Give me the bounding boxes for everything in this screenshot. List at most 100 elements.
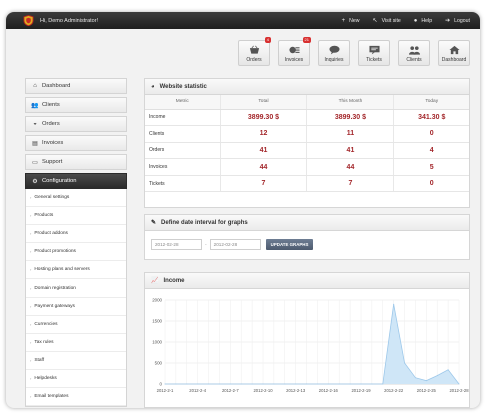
data-point [306,383,308,385]
column-header: Total [219,95,307,110]
data-point [197,383,199,385]
column-header: This Month [306,95,394,110]
arrow-right-icon: › [30,213,32,219]
metric-label: Invoices [145,158,220,176]
panel-header: 📈 Income [145,273,469,289]
quick-buttons: 4 Orders 21 Invoices Inquiries Tickets C… [238,37,470,66]
app-window: Hi, Demo Administrator! + New ↖ Visit site… [6,12,480,408]
top-links: + New ↖ Visit site ● Help ➔ Logout [342,12,470,29]
submenu-item-helpdesks[interactable]: › Helpdesks [26,370,126,389]
submenu-item-general-settings[interactable]: › General settings [26,189,126,208]
data-point [186,383,188,385]
submenu-item-domain-registration[interactable]: › Domain registration [26,279,126,298]
support-icon: ▭ [32,159,38,166]
submenu-item-tax-rules[interactable]: › Tax rules [26,334,126,352]
data-point [414,377,416,379]
metric-label: Tickets [145,175,220,193]
month-value: 41 [306,142,394,160]
data-point [338,383,340,385]
table-row: Income 3899.30 $ 3899.30 $ 341.30 $ [145,109,469,127]
logout-link[interactable]: ➔ Logout [445,18,470,24]
new-link[interactable]: + New [341,17,360,24]
y-tick-label: 1000 [152,340,162,345]
submenu-item-payment-gateways[interactable]: › Payment gateways [26,298,126,316]
invoices-badge: 21 [302,37,311,43]
logout-icon: ➔ [445,18,451,24]
sidebar-item-orders[interactable]: ◒ Orders [25,116,127,132]
date-separator: - [205,241,207,248]
logo-icon [23,15,34,26]
total-value: 12 [219,125,307,143]
line-chart-icon: 📈 [151,278,159,284]
pie-chart-icon: ◕ [151,83,155,90]
panel-title: Income [163,277,185,284]
submenu-item-hosting-plans[interactable]: › Hosting plans and servers [26,261,126,280]
table-row: Clients 12 11 0 [145,125,469,143]
arrow-right-icon: › [30,231,32,237]
metric-label: Orders [145,142,220,160]
wrench-icon: ✎ [151,220,157,226]
sidebar-item-configuration[interactable]: ⚙ Configuration [25,173,127,189]
data-point [218,383,220,385]
sidebar-item-clients[interactable]: 👥 Clients [25,97,127,113]
y-tick-label: 2000 [152,298,162,303]
total-value: 3899.30 $ [219,109,307,127]
data-point [360,383,362,385]
visit-site-link[interactable]: ↖ Visit site [372,18,401,24]
date-controls: 2012-02-28 - 2012-02-28 UPDATE GRAPHS [145,231,469,258]
x-tick-label: 2012-2-25 [417,388,437,393]
invoice-icon [288,46,300,54]
arrow-right-icon: › [30,357,32,363]
submenu-item-email-templates[interactable]: › Email templates [26,388,126,407]
arrow-right-icon: › [30,195,32,201]
sidebar-item-dashboard[interactable]: ⌂ Dashboard [25,78,127,94]
date-from-input[interactable]: 2012-02-28 [151,239,202,250]
inquiries-quick-button[interactable]: Inquiries [318,40,350,66]
submenu-item-product-promotions[interactable]: › Product promotions [26,243,126,262]
submenu-item-products[interactable]: › Products [26,207,126,226]
basket-icon: ◒ [33,121,37,127]
metric-label: Income [145,109,220,127]
users-icon [408,46,420,55]
help-link[interactable]: ● Help [413,17,433,24]
panel-header: ◕ Website statistic [145,79,469,95]
column-header: Today [393,95,469,110]
data-point [371,383,373,385]
submenu-item-staff[interactable]: › Staff [26,352,126,370]
x-tick-label: 2012-2-22 [384,388,404,393]
data-point [262,383,264,385]
dashboard-quick-button[interactable]: Dashboard [438,40,470,66]
today-value: 0 [393,125,469,143]
arrow-right-icon: › [30,321,32,327]
today-value: 0 [393,175,469,193]
sidebar-item-invoices[interactable]: ▤ Invoices [25,135,127,151]
data-point [436,375,438,377]
today-value: 4 [393,142,469,160]
arrow-right-icon: › [30,339,32,345]
y-tick-label: 1500 [152,319,162,324]
x-tick-label: 2012-2-19 [351,388,371,393]
table-row: Orders 41 41 4 [145,142,469,160]
statistics-table: Metric Total This Month Today Income 389… [145,95,469,193]
sidebar-item-support[interactable]: ▭ Support [25,154,127,170]
data-point [240,383,242,385]
orders-badge: 4 [264,37,271,43]
income-panel: 📈 Income 0 500 1000 1500 2000 2012-2-1 2012-2-… [144,272,470,408]
today-value: 5 [393,158,469,176]
date-to-input[interactable]: 2012-02-28 [209,239,261,250]
arrow-right-icon: › [30,267,32,273]
tickets-quick-button[interactable]: Tickets [358,40,390,66]
x-tick-label: 2012-2-13 [286,388,306,393]
income-chart: 0 500 1000 1500 2000 2012-2-1 2012-2-4 2012-2-7… [152,298,469,394]
month-value: 7 [306,175,394,193]
submenu-item-currencies[interactable]: › Currencies [26,316,126,334]
data-point [295,383,297,385]
x-tick-label: 2012-2-28 [449,388,469,393]
invoices-quick-button[interactable]: 21 Invoices [278,37,311,66]
submenu-item-product-addons[interactable]: › Product addons [26,225,126,244]
orders-quick-button[interactable]: 4 Orders [238,37,271,66]
ticket-icon [368,45,380,55]
gear-icon: ⚙ [32,178,38,185]
update-graphs-button[interactable]: UPDATE GRAPHS [265,239,314,250]
clients-quick-button[interactable]: Clients [398,40,430,66]
